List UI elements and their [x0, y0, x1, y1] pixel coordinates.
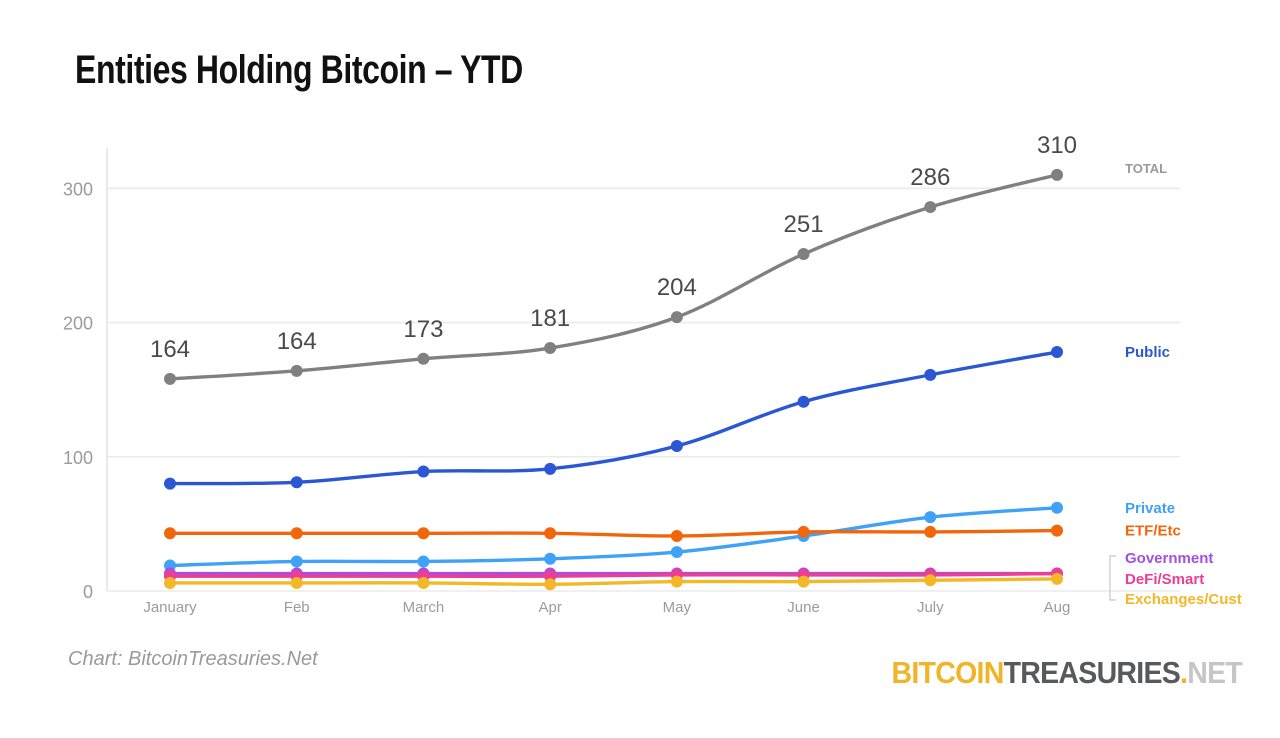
data-point[interactable] — [1051, 168, 1063, 181]
data-point[interactable] — [797, 575, 810, 588]
data-point[interactable] — [290, 364, 303, 377]
legend: TOTAL Public Private ETF/Etc Government DeFi/… — [1109, 161, 1242, 608]
total-data-label: 173 — [403, 316, 443, 343]
data-point[interactable] — [544, 527, 557, 540]
data-point[interactable] — [670, 575, 683, 588]
series-line-defi-smart — [168, 571, 1059, 579]
y-axis-labels: 0 100 200 300 — [63, 179, 93, 602]
data-point[interactable] — [164, 527, 176, 540]
data-point[interactable] — [290, 527, 303, 540]
data-point[interactable] — [290, 555, 303, 568]
logo-dot: . — [1179, 655, 1188, 690]
series-line-total — [168, 173, 1059, 381]
data-point[interactable] — [924, 201, 937, 214]
data-point[interactable] — [417, 576, 430, 589]
series-line-etf-etc — [168, 528, 1059, 538]
legend-label-etf-etc[interactable]: ETF/Etc — [1125, 523, 1181, 540]
data-point[interactable] — [1051, 501, 1063, 514]
x-axis-tick-label: Feb — [284, 599, 310, 616]
total-data-label: 251 — [784, 211, 824, 238]
grid-lines — [105, 148, 1180, 592]
data-point[interactable] — [164, 576, 176, 589]
y-axis-tick-label: 200 — [63, 314, 93, 334]
series-line-private — [168, 506, 1059, 568]
data-point[interactable] — [1051, 572, 1063, 585]
legend-label-private[interactable]: Private — [1125, 500, 1175, 517]
data-point[interactable] — [924, 525, 937, 538]
y-axis-tick-label: 100 — [63, 448, 93, 468]
total-data-label: 181 — [530, 305, 570, 332]
data-point[interactable] — [544, 552, 557, 565]
data-point[interactable] — [797, 395, 810, 408]
data-point[interactable] — [670, 529, 683, 542]
data-point[interactable] — [924, 368, 937, 381]
data-point[interactable] — [1051, 346, 1063, 359]
x-axis-tick-label: Aug — [1044, 599, 1071, 616]
total-data-label: 204 — [657, 274, 697, 301]
data-point[interactable] — [164, 372, 176, 385]
logo-part-treasuries: TREASURIES — [1003, 655, 1180, 690]
data-point[interactable] — [417, 465, 430, 478]
legend-label-defi-smart[interactable]: DeFi/Smart — [1125, 571, 1204, 588]
x-axis-labels: January Feb March Apr May June July Aug — [143, 599, 1070, 616]
data-point[interactable] — [164, 477, 176, 490]
total-data-label: 164 — [150, 336, 190, 363]
x-axis-tick-label: March — [403, 599, 445, 616]
data-point[interactable] — [417, 555, 430, 568]
series-lines — [168, 173, 1059, 587]
x-axis-tick-label: Apr — [538, 599, 561, 616]
logo-part-net: NET — [1187, 655, 1243, 690]
data-point[interactable] — [290, 476, 303, 489]
data-point[interactable] — [544, 342, 557, 355]
y-axis-tick-label: 0 — [83, 582, 93, 602]
x-axis-tick-label: June — [787, 599, 820, 616]
total-data-label: 310 — [1037, 132, 1077, 159]
chart-source-caption: Chart: BitcoinTreasuries.Net — [68, 648, 318, 670]
logo-part-bitcoin: BITCOIN — [891, 655, 1004, 690]
data-point[interactable] — [670, 440, 683, 453]
data-point[interactable] — [797, 525, 810, 538]
total-data-label: 286 — [910, 164, 950, 191]
legend-bracket — [1109, 555, 1116, 601]
legend-label-public[interactable]: Public — [1125, 344, 1170, 361]
data-point[interactable] — [544, 462, 557, 475]
data-point[interactable] — [1051, 524, 1063, 537]
x-axis-tick-label: January — [143, 599, 197, 616]
legend-label-total[interactable]: TOTAL — [1125, 161, 1167, 176]
series-line-public — [168, 350, 1059, 486]
bitcointreasuries-logo: BITCOINTREASURIES.NET — [891, 655, 1242, 691]
series-points — [164, 168, 1063, 591]
x-axis-tick-label: July — [917, 599, 944, 616]
data-point[interactable] — [417, 352, 430, 365]
total-data-labels: 164 164 173 181 204 251 286 310 — [150, 132, 1077, 363]
data-point[interactable] — [417, 527, 430, 540]
data-point[interactable] — [290, 576, 303, 589]
data-point[interactable] — [924, 511, 937, 524]
page-title: Entities Holding Bitcoin – YTD — [75, 48, 523, 92]
total-data-label: 164 — [277, 328, 317, 355]
data-point[interactable] — [670, 546, 683, 559]
series-line-exchanges-cust — [168, 577, 1059, 587]
data-point[interactable] — [670, 311, 683, 324]
legend-label-government[interactable]: Government — [1125, 550, 1213, 567]
x-axis-tick-label: May — [663, 599, 692, 616]
data-point[interactable] — [544, 578, 557, 591]
data-point[interactable] — [797, 248, 810, 261]
y-axis-tick-label: 300 — [63, 179, 93, 199]
data-point[interactable] — [924, 574, 937, 587]
legend-label-exchanges-cust[interactable]: Exchanges/Cust — [1125, 591, 1242, 608]
